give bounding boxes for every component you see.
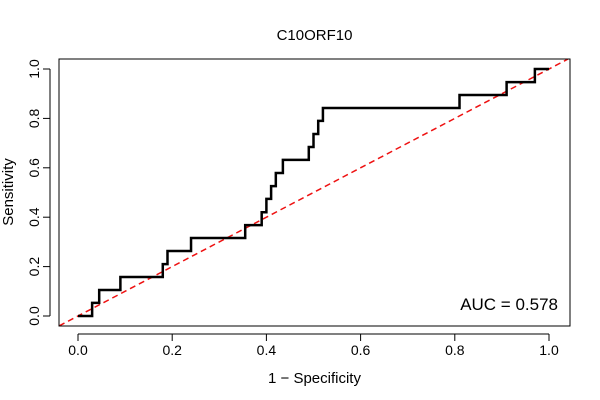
chart-title: C10ORF10 <box>277 27 353 44</box>
y-axis: 0.0 0.2 0.4 0.6 0.8 1.0 <box>26 59 51 326</box>
y-tick-label: 1.0 <box>26 59 42 79</box>
y-axis-label: Sensitivity <box>0 158 17 226</box>
y-tick-label: 0.2 <box>26 257 42 277</box>
x-tick-label: 0.8 <box>445 342 465 358</box>
y-tick-label: 0.0 <box>26 306 42 326</box>
x-axis-label: 1 − Specificity <box>268 370 361 387</box>
x-tick-label: 1.0 <box>539 342 559 358</box>
x-tick-label: 0.6 <box>351 342 371 358</box>
x-tick-label: 0.4 <box>257 342 277 358</box>
auc-annotation: AUC = 0.578 <box>460 295 558 314</box>
y-tick-label: 0.8 <box>26 108 42 128</box>
plot-frame <box>58 58 571 327</box>
roc-curve-line <box>78 67 549 318</box>
x-axis: 0.0 0.2 0.4 0.6 0.8 1.0 <box>68 333 559 358</box>
y-tick-label: 0.4 <box>26 207 42 227</box>
x-tick-label: 0.0 <box>68 342 88 358</box>
x-tick-label: 0.2 <box>162 342 182 358</box>
y-tick-label: 0.6 <box>26 158 42 178</box>
chance-diagonal-line <box>59 59 569 326</box>
